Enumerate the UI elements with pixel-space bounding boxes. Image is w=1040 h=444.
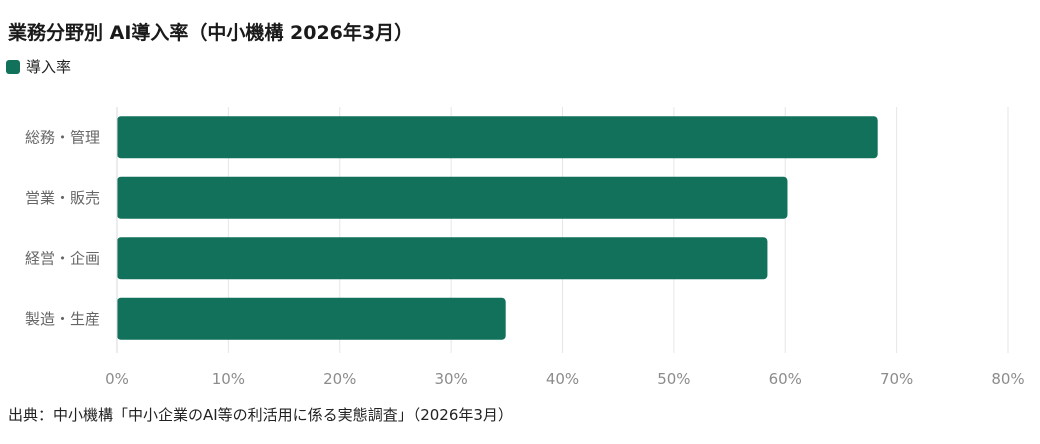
x-tick-label: 60% [769,370,802,388]
bar-chart: 0% 10% 20% 30% 40% 50% 60% 70% 80% 総務・管理営業・販売経営・企… [25,107,1025,388]
legend-swatch [6,59,20,74]
source-note: 出典：中小機構「中小企業のAI等の利活用に係る実態調査」（2026年3月） [8,406,513,424]
x-tick-label: 40% [546,370,579,388]
bar [117,176,788,219]
x-tick-label: 80% [991,370,1024,388]
x-tick-label: 50% [657,370,690,388]
category-label: 製造・生産 [25,310,100,328]
category-label: 営業・販売 [25,189,100,207]
legend-label: 導入率 [26,58,72,76]
category-label: 総務・管理 [25,128,100,146]
x-tick-label: 70% [880,370,913,388]
x-tick-label: 30% [434,370,467,388]
x-tick-label: 10% [212,370,245,388]
category-label: 経営・企画 [25,249,100,267]
bar [117,297,506,340]
chart-title: 業務分野別 AI導入率（中小機構 2026年3月） [8,22,414,44]
x-tick-label: 0% [105,370,129,388]
bar [117,116,878,159]
legend: 導入率 [6,56,71,77]
x-tick-label: 20% [323,370,356,388]
bar [117,237,768,280]
